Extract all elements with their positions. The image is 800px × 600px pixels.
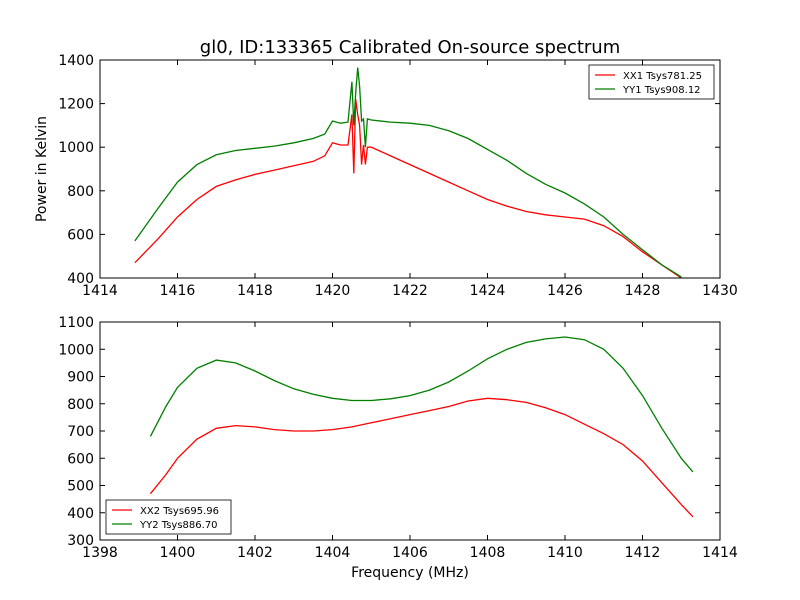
x-tick-label: 1416 — [160, 283, 196, 299]
y-tick-label: 600 — [67, 227, 94, 243]
y-tick-label: 800 — [67, 184, 94, 200]
x-tick-label: 1402 — [237, 545, 273, 561]
series-line-green — [149, 336, 694, 473]
y-tick-label: 500 — [67, 479, 94, 495]
legend-label: YY1 Tsys908.12 — [622, 85, 701, 96]
top-spectrum-panel: 1414 1416 1418 1420 1422 1424 1426 1428 1430 400 6… — [58, 53, 737, 299]
x-tick-label: 1412 — [625, 545, 661, 561]
legend: XX2 Tsys695.96 YY2 Tsys886.70 — [105, 499, 232, 535]
x-tick-label: 1418 — [237, 283, 273, 299]
legend-label: XX2 Tsys695.96 — [140, 506, 219, 517]
x-tick-label: 1400 — [160, 545, 196, 561]
legend-label: XX1 Tsys781.25 — [623, 71, 702, 82]
legend-label: YY2 Tsys886.70 — [139, 520, 218, 531]
y-tick-label: 1100 — [58, 315, 94, 331]
legend-box — [588, 64, 715, 100]
x-tick-label: 1414 — [702, 545, 738, 561]
x-axis-label: Frequency (MHz) — [351, 565, 469, 581]
y-axis-label: Power in Kelvin — [34, 116, 50, 222]
legend: XX1 Tsys781.25 YY1 Tsys908.12 — [588, 64, 715, 100]
bottom-spectrum-panel: 1398 1400 1402 1404 1406 1408 1410 1412 1414 300 4… — [58, 315, 738, 561]
y-tick-label: 900 — [67, 370, 94, 386]
x-tick-label: 1428 — [625, 283, 661, 299]
x-tick-label: 1410 — [547, 545, 583, 561]
y-tick-label: 400 — [67, 506, 94, 522]
x-tick-label: 1430 — [702, 283, 738, 299]
y-tick-label: 700 — [67, 424, 94, 440]
x-tick-label: 1406 — [392, 545, 428, 561]
y-tick-label: 800 — [67, 397, 94, 413]
y-tick-label: 1000 — [58, 342, 94, 358]
y-tick-label: 400 — [67, 271, 94, 287]
x-tick-label: 1408 — [470, 545, 506, 561]
x-tick-label: 1422 — [392, 283, 428, 299]
series-line-red — [134, 99, 682, 279]
x-tick-label: 1414 — [82, 283, 118, 299]
x-tick-label: 1424 — [470, 283, 506, 299]
y-tick-label: 1200 — [58, 97, 94, 113]
y-tick-label: 300 — [67, 533, 94, 549]
x-tick-label: 1426 — [547, 283, 583, 299]
legend-box — [105, 499, 232, 535]
y-tick-label: 1400 — [58, 53, 94, 69]
series-line-red — [149, 397, 694, 518]
series-line-green — [134, 67, 682, 278]
x-tick-label: 1398 — [82, 545, 118, 561]
y-tick-label: 1000 — [58, 140, 94, 156]
y-tick-label: 600 — [67, 451, 94, 467]
x-tick-label: 1404 — [315, 545, 351, 561]
chart-title: gl0, ID:133365 Calibrated On-source spec… — [200, 37, 620, 58]
x-tick-label: 1420 — [315, 283, 351, 299]
